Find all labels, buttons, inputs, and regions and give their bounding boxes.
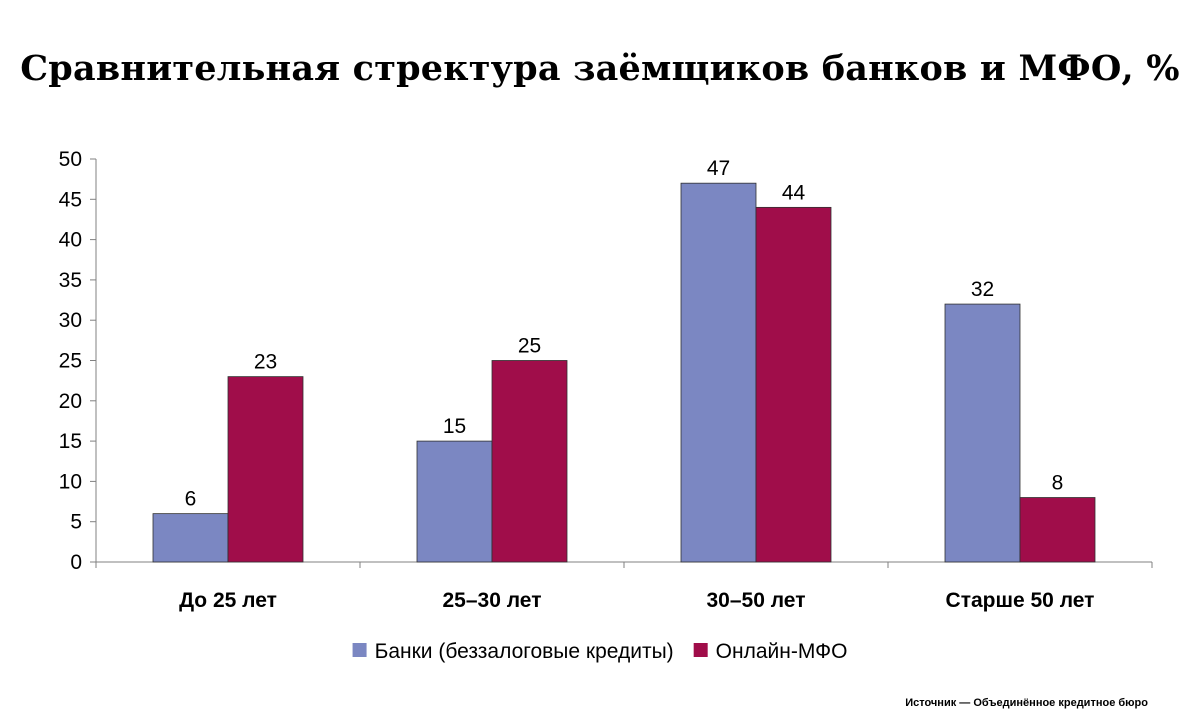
bar-banks bbox=[680, 182, 757, 563]
y-tick-label: 40 bbox=[59, 229, 82, 252]
bar-banks bbox=[416, 440, 493, 563]
chart-title: Сравнительная стректура заёмщиков банков… bbox=[20, 48, 1180, 89]
y-tick-label: 45 bbox=[59, 188, 82, 211]
x-category-label: До 25 лет bbox=[179, 589, 277, 612]
y-tick-label: 15 bbox=[59, 430, 82, 453]
legend-label-mfo: Онлайн-МФО bbox=[716, 640, 848, 663]
data-label: 32 bbox=[971, 278, 994, 301]
bar-banks bbox=[152, 513, 229, 563]
bar-mfo bbox=[755, 206, 832, 563]
data-label: 25 bbox=[518, 335, 541, 358]
y-tick-label: 35 bbox=[59, 269, 82, 292]
bar-banks bbox=[944, 303, 1021, 563]
y-tick-label: 10 bbox=[59, 470, 82, 493]
y-tick-label: 50 bbox=[59, 148, 82, 171]
data-label: 44 bbox=[782, 181, 806, 204]
data-label: 23 bbox=[254, 351, 277, 374]
y-tick-label: 0 bbox=[70, 551, 82, 574]
x-category-label: 30–50 лет bbox=[707, 589, 806, 612]
y-tick-label: 5 bbox=[70, 511, 82, 534]
data-label: 47 bbox=[707, 157, 730, 180]
x-category-label: 25–30 лет bbox=[443, 589, 542, 612]
legend-swatch-banks bbox=[352, 643, 367, 657]
bar-mfo bbox=[491, 360, 568, 563]
bar-mfo bbox=[1019, 497, 1096, 563]
legend-label-banks: Банки (беззалоговые кредиты) bbox=[375, 640, 674, 663]
legend-swatch-mfo bbox=[693, 643, 708, 657]
source-note: Источник — Объединённое кредитное бюро bbox=[905, 697, 1148, 709]
y-tick-label: 30 bbox=[59, 309, 82, 332]
y-tick-label: 20 bbox=[59, 390, 82, 413]
y-tick-label: 25 bbox=[59, 350, 82, 373]
data-label: 6 bbox=[185, 488, 197, 511]
data-label: 8 bbox=[1052, 472, 1064, 495]
x-category-label: Старше 50 лет bbox=[946, 589, 1095, 612]
bar-mfo bbox=[227, 376, 304, 563]
data-label: 15 bbox=[443, 415, 466, 438]
